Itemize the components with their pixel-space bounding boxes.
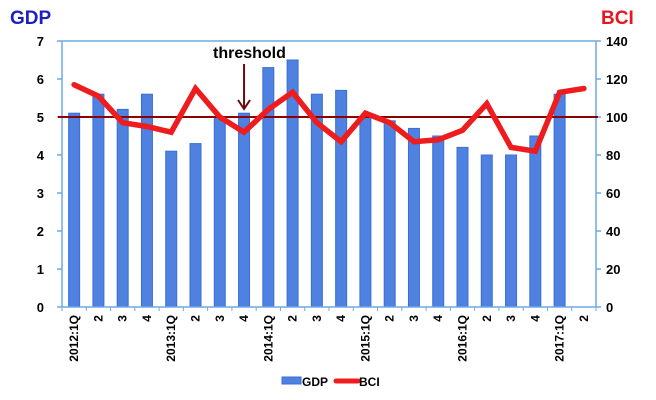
gdp-bar bbox=[480, 154, 493, 308]
gdp-bar bbox=[407, 127, 420, 308]
x-category-label: 4 bbox=[528, 315, 542, 322]
x-category-label: 2015:1Q bbox=[358, 315, 372, 362]
left-tick-label: 1 bbox=[37, 262, 44, 277]
x-category-label: 2016:1Q bbox=[456, 315, 470, 362]
x-category-label: 3 bbox=[310, 315, 324, 322]
x-category-label: 2014:1Q bbox=[261, 315, 275, 362]
gdp-bar bbox=[505, 154, 518, 308]
right-tick-label: 20 bbox=[606, 262, 620, 277]
gdp-bar bbox=[189, 143, 202, 308]
gdp-bar bbox=[92, 93, 105, 308]
right-tick-label: 0 bbox=[606, 300, 613, 315]
gdp-bar bbox=[383, 120, 396, 308]
x-category-label: 2 bbox=[577, 315, 591, 322]
right-tick-label: 120 bbox=[606, 72, 628, 87]
x-category-label: 2 bbox=[383, 315, 397, 322]
x-category-label: 2012:1Q bbox=[67, 315, 81, 362]
gdp-bar bbox=[335, 89, 348, 308]
right-tick-label: 100 bbox=[606, 110, 628, 125]
x-category-label: 2 bbox=[189, 315, 203, 322]
left-tick-label: 3 bbox=[37, 186, 44, 201]
legend: GDP BCI bbox=[281, 375, 380, 389]
right-tick-label: 40 bbox=[606, 224, 620, 239]
left-tick-label: 0 bbox=[37, 300, 44, 315]
right-tick-label: 60 bbox=[606, 186, 620, 201]
x-category-label: 4 bbox=[334, 315, 348, 322]
left-tick-label: 5 bbox=[37, 110, 44, 125]
x-category-label: 4 bbox=[140, 315, 154, 322]
left-tick-label: 6 bbox=[37, 72, 44, 87]
x-category-label: 3 bbox=[116, 315, 130, 322]
left-tick-label: 4 bbox=[37, 148, 45, 163]
x-category-label: 2 bbox=[286, 315, 300, 322]
gdp-bar bbox=[432, 135, 445, 308]
right-axis-title: BCI bbox=[601, 8, 634, 29]
threshold-annotation: threshold bbox=[213, 45, 286, 62]
x-category-label: 3 bbox=[504, 315, 518, 322]
legend-gdp-swatch bbox=[281, 376, 302, 385]
x-category-label: 2017:1Q bbox=[553, 315, 567, 362]
legend-gdp-label: GDP bbox=[302, 375, 328, 389]
left-tick-label: 2 bbox=[37, 224, 44, 239]
x-category-label: 2 bbox=[480, 315, 494, 322]
x-category-label: 3 bbox=[407, 315, 421, 322]
gdp-bar bbox=[359, 116, 372, 308]
gdp-bar bbox=[529, 135, 542, 308]
gdp-bar bbox=[165, 150, 178, 308]
left-tick-label: 7 bbox=[37, 34, 44, 49]
x-category-label: 2 bbox=[91, 315, 105, 322]
x-category-label: 3 bbox=[213, 315, 227, 322]
plot-area: 0 1 2 3 4 5 6 7 0 20 40 60 80 100 120 140 2012:1Q 2 3 4 2013… bbox=[37, 34, 628, 362]
x-category-label: 2013:1Q bbox=[164, 315, 178, 362]
right-tick-label: 140 bbox=[606, 34, 628, 49]
legend-bci-label: BCI bbox=[359, 375, 380, 389]
threshold-arrow-head bbox=[237, 99, 251, 111]
gdp-bar bbox=[238, 112, 251, 308]
x-category-label: 4 bbox=[237, 315, 251, 322]
gdp-bar bbox=[116, 108, 129, 308]
x-category-label: 4 bbox=[431, 315, 445, 322]
gdp-bar bbox=[213, 116, 226, 308]
left-axis-title: GDP bbox=[10, 8, 52, 29]
bci-line bbox=[71, 81, 587, 155]
right-tick-label: 80 bbox=[606, 148, 620, 163]
gdp-bar bbox=[553, 93, 566, 308]
gdp-bar bbox=[456, 146, 469, 308]
gdp-bar bbox=[68, 112, 81, 308]
